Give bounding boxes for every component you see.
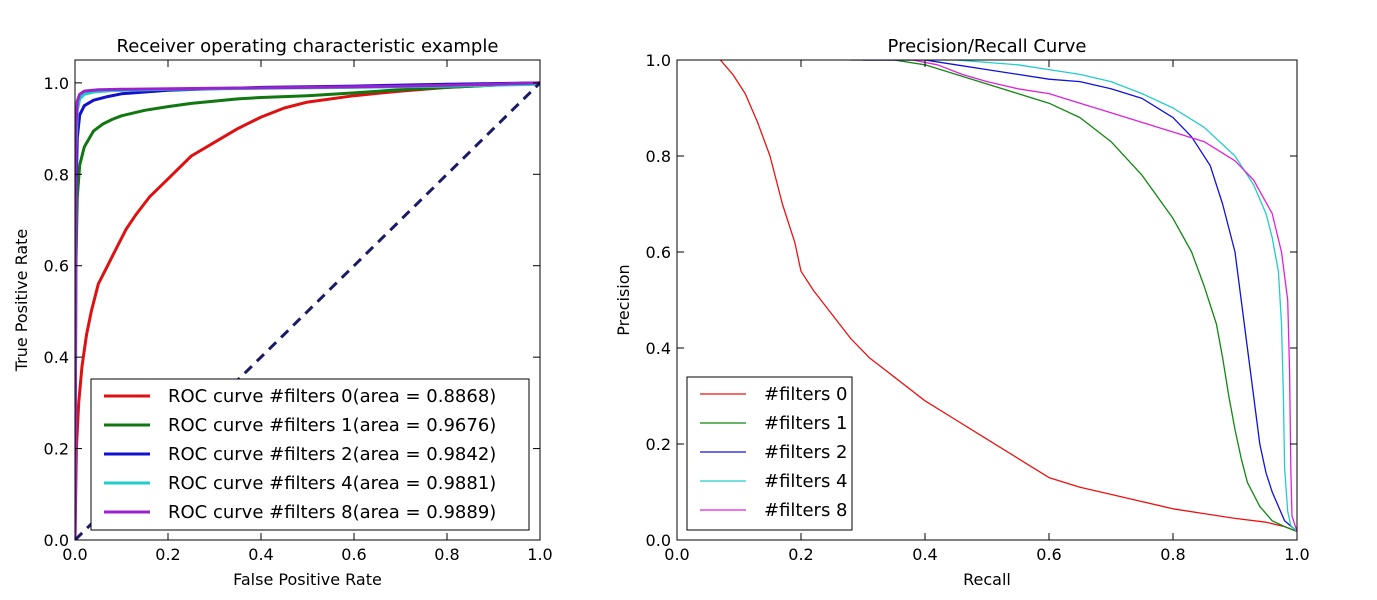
pr-title: Precision/Recall Curve (888, 36, 1087, 57)
roc-legend-label-1: ROC curve #filters 1(area = 0.9676) (168, 415, 496, 436)
roc-series-line-0 (75, 81, 540, 540)
pr-xtick-label-5: 1.0 (1284, 545, 1309, 564)
pr-legend-box (686, 376, 853, 531)
roc-legend-label-4: ROC curve #filters 8(area = 0.9889) (168, 502, 496, 523)
pr-legend-label-1: #filters 1 (764, 413, 848, 434)
pr-legend-label-0: #filters 0 (764, 384, 848, 405)
roc-plot-frame (74, 59, 541, 541)
pr-xtick-label-1: 0.2 (788, 545, 813, 564)
roc-xtick-label-1: 0.2 (155, 545, 180, 564)
pr-xtick-label-3: 0.6 (1036, 545, 1061, 564)
pr-xtick-label-0: 0.0 (664, 545, 689, 564)
roc-legend-box (90, 378, 530, 531)
roc-xtick-label-3: 0.6 (341, 545, 366, 564)
pr-legend-label-2: #filters 2 (764, 442, 848, 463)
roc-legend-label-0: ROC curve #filters 0(area = 0.8868) (168, 386, 496, 407)
pr-chart: Precision/Recall Curve 0.0 0.2 0.4 0.6 0.8 1.0… (614, 36, 1310, 589)
roc-xtick-label-2: 0.4 (248, 545, 273, 564)
roc-legend-label-3: ROC curve #filters 4(area = 0.9881) (168, 473, 496, 494)
pr-legend-label-4: #filters 8 (764, 500, 848, 521)
pr-ytick-label-5: 1.0 (646, 51, 671, 70)
roc-ytick-label-3: 0.6 (44, 257, 69, 276)
pr-ytick-label-4: 0.8 (646, 147, 671, 166)
roc-ytick-label-1: 0.2 (44, 440, 69, 459)
roc-title: Receiver operating characteristic exampl… (117, 36, 499, 57)
roc-ytick-label-0: 0.0 (44, 531, 69, 550)
pr-series-line-2 (863, 60, 1297, 532)
pr-series-line-3 (863, 60, 1297, 532)
pr-curves (719, 60, 1297, 533)
pr-legend: #filters 0 #filters 1 #filters 2 #filters 4… (686, 376, 853, 531)
roc-xtick-label-4: 0.8 (434, 545, 459, 564)
roc-xlabel: False Positive Rate (233, 570, 382, 589)
pr-xtick-label-4: 0.8 (1160, 545, 1185, 564)
roc-ylabel: True Positive Rate (12, 229, 31, 373)
pr-ytick-label-0: 0.0 (646, 531, 671, 550)
pr-xlabel: Recall (963, 570, 1011, 589)
pr-series-line-1 (850, 60, 1297, 533)
pr-plot-frame (676, 59, 1298, 541)
pr-xtick-label-2: 0.4 (912, 545, 937, 564)
pr-legend-label-3: #filters 4 (764, 471, 848, 492)
pr-series-line-4 (863, 60, 1297, 532)
pr-ytick-label-3: 0.6 (646, 243, 671, 262)
roc-series-line-4 (75, 81, 540, 540)
roc-series-line-1 (75, 81, 540, 540)
roc-ytick-label-5: 1.0 (44, 74, 69, 93)
roc-xtick-label-5: 1.0 (527, 545, 552, 564)
roc-ytick-label-2: 0.4 (44, 348, 69, 367)
pr-series-line-0 (719, 60, 1297, 533)
pr-ylabel: Precision (614, 264, 633, 335)
roc-chart: Receiver operating characteristic exampl… (12, 36, 553, 589)
roc-legend-label-2: ROC curve #filters 2(area = 0.9842) (168, 444, 496, 465)
roc-ytick-label-4: 0.8 (44, 165, 69, 184)
roc-xtick-label-0: 0.0 (62, 545, 87, 564)
pr-ytick-label-1: 0.2 (646, 435, 671, 454)
roc-legend: ROC curve #filters 0(area = 0.8868) ROC c… (90, 378, 530, 531)
pr-ytick-label-2: 0.4 (646, 339, 671, 358)
